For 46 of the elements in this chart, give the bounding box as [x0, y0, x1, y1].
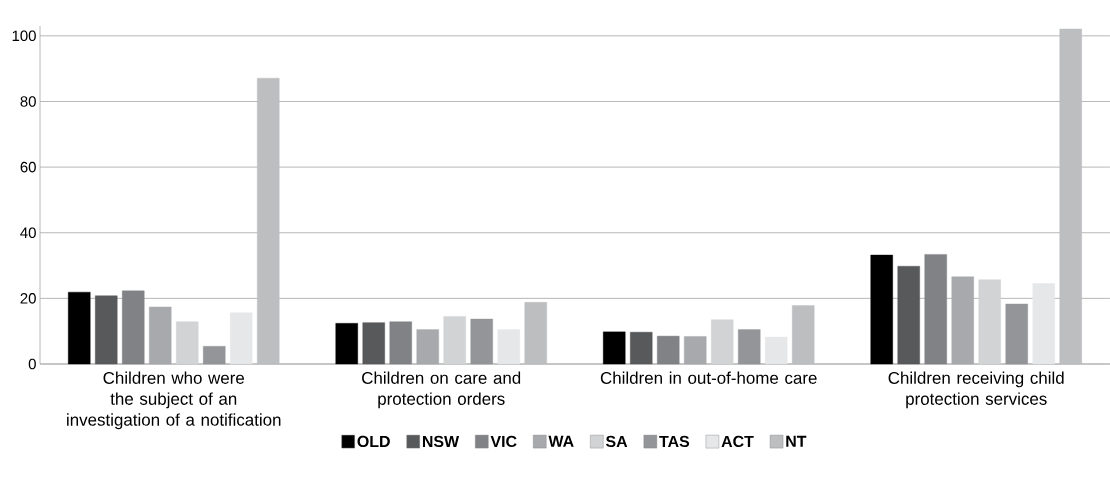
- bar: [738, 329, 761, 365]
- bar: [765, 336, 788, 365]
- y-tick-label: 100: [12, 30, 36, 42]
- bar: [257, 77, 280, 365]
- bar: [203, 346, 226, 365]
- bar: [657, 335, 680, 365]
- legend-label: OLD: [357, 435, 390, 448]
- legend-label: ACT: [721, 435, 754, 448]
- y-tick-label: 60: [20, 161, 36, 173]
- y-tick-label: 40: [20, 227, 36, 239]
- x-tick-label: Children who were the subject of an investigation of a notification: [67, 371, 281, 430]
- legend-label: WA: [548, 435, 574, 447]
- bar: [470, 318, 493, 365]
- bar: [497, 329, 520, 365]
- bar: [524, 302, 547, 365]
- bar: [897, 266, 920, 365]
- bar: [870, 254, 893, 365]
- bar: [68, 291, 91, 365]
- bar: [924, 254, 947, 365]
- bar: [711, 319, 734, 365]
- bar: [95, 295, 118, 365]
- bar: [335, 323, 358, 365]
- bar: [630, 331, 653, 365]
- legend-label: VIC: [490, 435, 517, 448]
- legend-label: NT: [786, 435, 807, 447]
- bar: [362, 322, 385, 365]
- bar: [1059, 28, 1082, 365]
- bar: [443, 316, 466, 365]
- bar: [122, 290, 145, 365]
- bar: [1032, 283, 1055, 365]
- bar: [978, 279, 1001, 365]
- bar: [176, 321, 199, 365]
- x-tick-label: Children on care and protection orders: [362, 371, 521, 409]
- bar: [389, 321, 412, 365]
- x-tick-label: Children in out-of-home care: [600, 371, 817, 384]
- x-tick-label: Children receiving child protection services: [888, 371, 1064, 409]
- bar: [792, 305, 815, 365]
- legend-label: SA: [605, 435, 628, 448]
- bar: [1005, 303, 1028, 365]
- bar: [230, 312, 253, 365]
- bar: [603, 331, 626, 365]
- legend-label: TAS: [659, 435, 690, 448]
- legend-label: NSW: [422, 435, 460, 448]
- y-tick-label: 0: [28, 358, 36, 370]
- y-tick-label: 20: [20, 293, 36, 304]
- y-tick-label: 80: [20, 96, 36, 107]
